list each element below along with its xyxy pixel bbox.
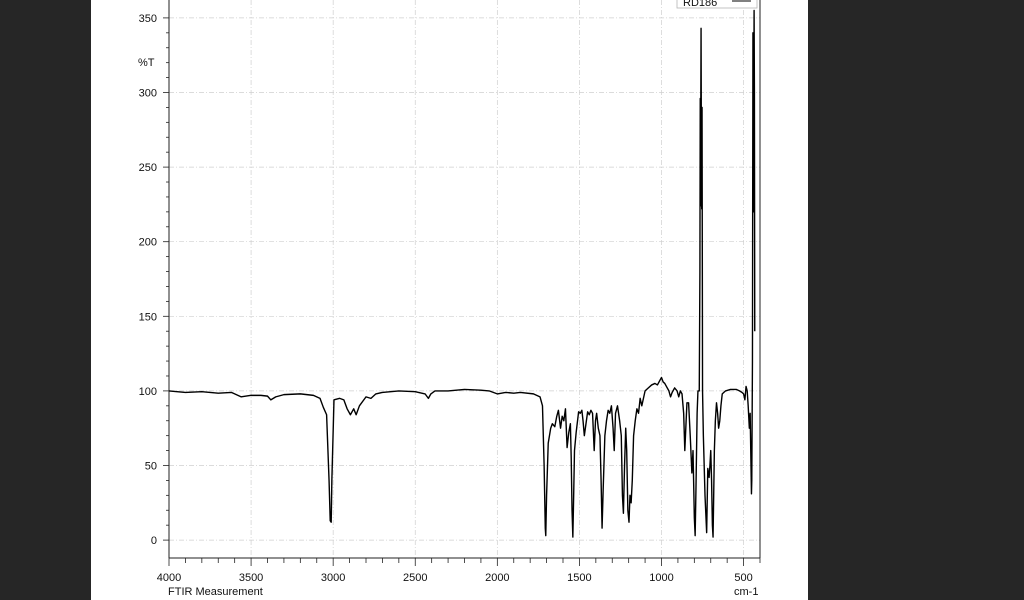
ftir-spectrum-chart: 4000 3500 3000 2500 2000 1500 1000 500 0 50 100 150… [138,0,761,598]
x-tick-label: 2000 [485,572,509,584]
x-tick-label: 1500 [567,572,591,584]
x-tick-label: 3500 [239,572,263,584]
y-tick-label: 300 [139,88,157,100]
y-tick-label: 150 [139,311,157,323]
x-tick-label: 500 [734,572,752,584]
x-tick-label: 1000 [649,572,673,584]
x-axis-unit: cm-1 [734,586,758,598]
spectrum-page: 4000 3500 3000 2500 2000 1500 1000 500 0 50 100 150… [91,0,808,600]
axes-layer [168,0,761,559]
ticks-layer: 4000 3500 3000 2500 2000 1500 1000 500 0 50 100 150… [139,13,761,584]
x-tick-label: 4000 [157,572,181,584]
y-tick-label: 0 [151,535,157,547]
y-tick-label: 200 [139,237,157,249]
series-line-rd186 [168,9,756,538]
legend: RD186 [676,0,758,9]
grid-layer [168,0,760,558]
y-tick-label: 350 [139,13,157,25]
x-tick-label: 2500 [403,572,427,584]
y-tick-label: 50 [145,460,157,472]
y-tick-label: 250 [139,162,157,174]
x-tick-label: 3000 [321,572,345,584]
legend-box [676,0,758,9]
footer-title: FTIR Measurement [168,586,263,598]
legend-entry-rd186: RD186 [683,0,717,9]
y-axis-label: %T [138,57,155,69]
y-tick-label: 100 [139,386,157,398]
